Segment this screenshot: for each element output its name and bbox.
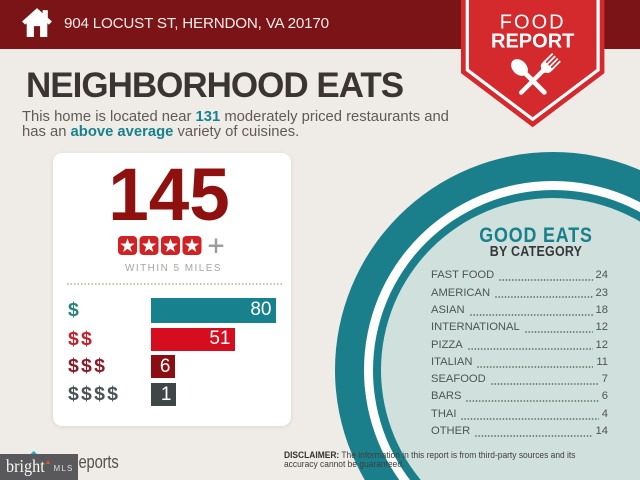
svg-text:REPORT: REPORT xyxy=(491,31,574,53)
svg-text:FOOD: FOOD xyxy=(500,12,566,34)
